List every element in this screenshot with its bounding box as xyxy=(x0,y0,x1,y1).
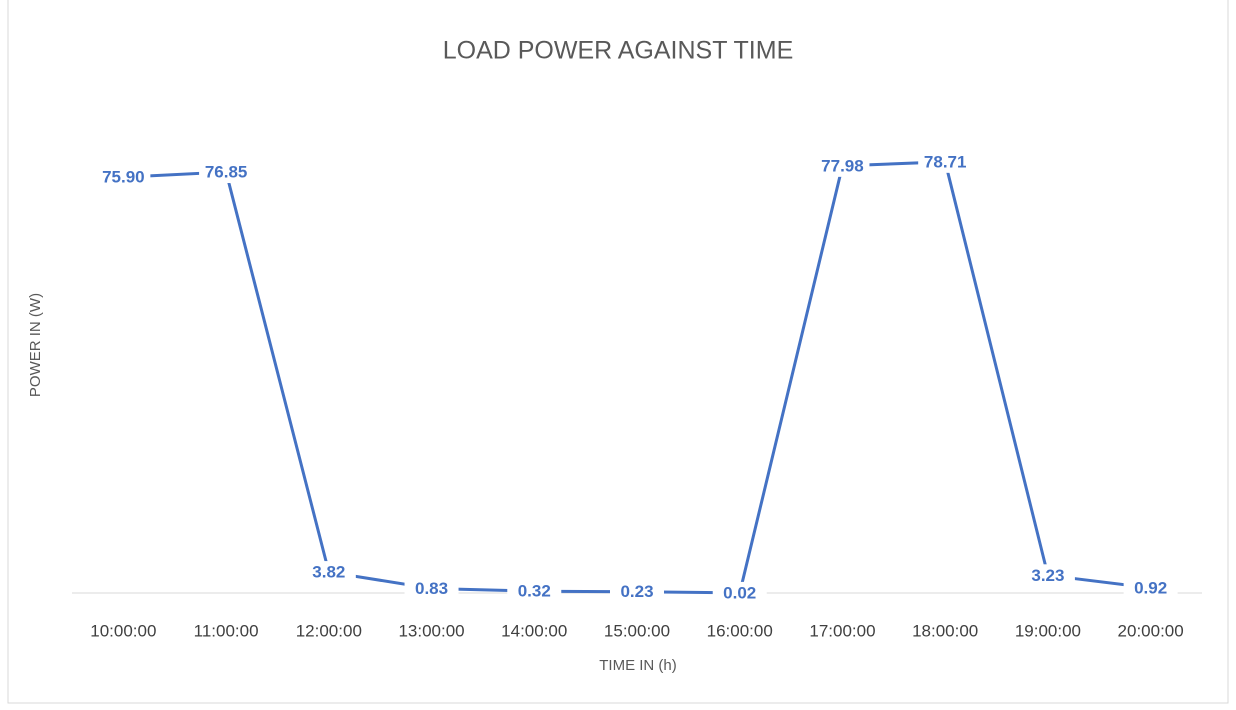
x-axis-title: TIME IN (h) xyxy=(599,657,677,674)
chart-title: LOAD POWER AGAINST TIME xyxy=(443,37,794,65)
x-tick-label: 18:00:00 xyxy=(912,621,978,640)
data-label: 77.98 xyxy=(821,156,864,175)
data-label: 0.92 xyxy=(1134,578,1167,597)
x-tick-label: 14:00:00 xyxy=(501,621,567,640)
data-label: 75.90 xyxy=(102,168,145,187)
x-tick-label: 20:00:00 xyxy=(1118,621,1184,640)
data-label-bg xyxy=(404,577,459,600)
data-label: 0.23 xyxy=(620,582,653,601)
data-label: 0.32 xyxy=(518,582,551,601)
data-label: 0.83 xyxy=(415,579,448,598)
y-axis-title: POWER IN (W) xyxy=(27,293,44,397)
data-label-bg xyxy=(96,166,151,189)
x-tick-label: 11:00:00 xyxy=(194,621,259,640)
x-tick-label: 12:00:00 xyxy=(296,621,362,640)
data-label-bg xyxy=(507,580,562,603)
data-label-bg xyxy=(1020,564,1075,587)
data-label-bg xyxy=(918,150,973,173)
x-tick-label: 19:00:00 xyxy=(1015,621,1081,640)
data-label-bg xyxy=(1123,576,1178,599)
x-tick-label: 10:00:00 xyxy=(90,621,156,640)
data-label-bg xyxy=(712,581,767,604)
data-label-bg xyxy=(199,161,254,184)
x-tick-label: 16:00:00 xyxy=(707,621,773,640)
data-label: 3.23 xyxy=(1031,566,1064,585)
data-label: 3.82 xyxy=(312,563,345,582)
data-label-bg xyxy=(301,561,356,584)
data-label-bg xyxy=(610,580,664,603)
data-label: 76.85 xyxy=(205,163,248,182)
data-label: 78.71 xyxy=(924,152,967,171)
x-tick-label: 15:00:00 xyxy=(604,621,670,640)
x-tick-label: 13:00:00 xyxy=(398,621,464,640)
data-label-bg xyxy=(815,154,870,177)
x-tick-label: 17:00:00 xyxy=(809,621,875,640)
data-label: 0.02 xyxy=(723,583,756,602)
